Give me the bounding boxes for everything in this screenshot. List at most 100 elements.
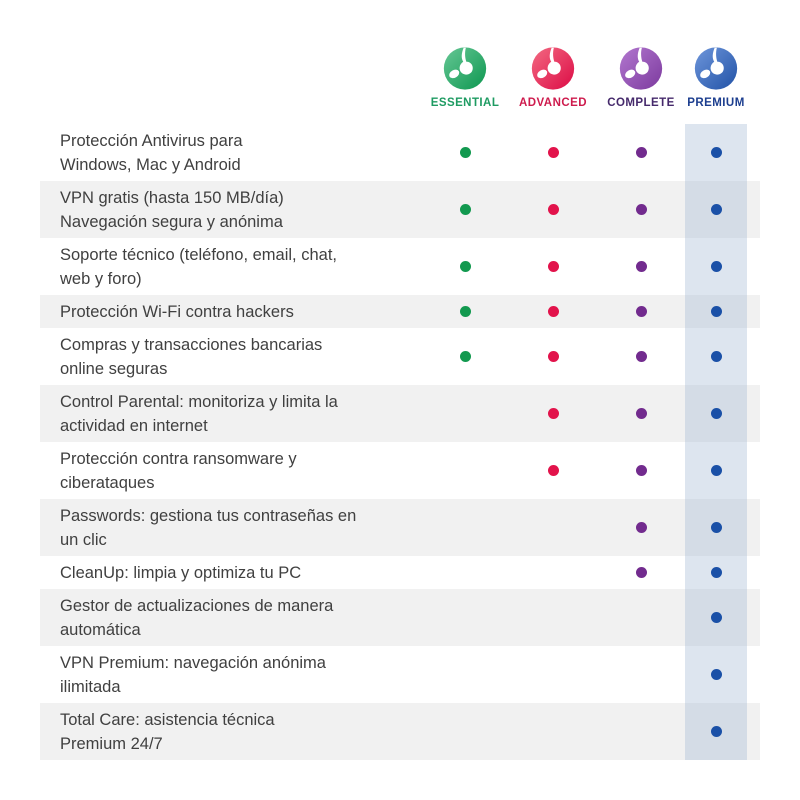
feature-row: VPN Premium: navegación anónima ilimitada [40,646,760,703]
feature-row: Passwords: gestiona tus contraseñas en un… [40,499,760,556]
included-dot [710,261,722,272]
row-edge-spacer [747,124,760,181]
feature-text-line: Soporte técnico (teléfono, email, chat, [60,246,337,264]
plan-column-complete: COMPLETE [597,46,685,109]
feature-text-line: Total Care: asistencia técnica [60,711,275,729]
feature-row: Soporte técnico (teléfono, email, chat, w… [40,238,760,295]
included-dot [635,261,647,272]
premium-cell [685,124,747,181]
essential-cell [421,238,509,295]
plans-header: ESSENTIAL ADVANCED COMPLETE PREMIUM [40,46,760,109]
feature-label: VPN gratis (hasta 150 MB/día) Navegación … [40,181,421,238]
feature-table: Protección Antivirus para Windows, Mac y … [40,124,760,760]
feature-text-line: Compras y transacciones bancarias [60,336,323,354]
plan-name-label: PREMIUM [687,97,745,109]
included-dot [710,726,722,737]
included-dot [710,612,722,623]
complete-cell [597,238,685,295]
feature-text-line: ciberataques [60,474,155,492]
feature-row: Compras y transacciones bancarias online … [40,328,760,385]
included-dot [635,408,647,419]
complete-cell [597,442,685,499]
included-dot [547,465,559,476]
included-dot [635,465,647,476]
feature-label: Compras y transacciones bancarias online … [40,328,421,385]
included-dot [710,204,722,215]
essential-cell [421,646,509,703]
feature-row: Protección contra ransomware y ciberataqu… [40,442,760,499]
feature-text-line: online seguras [60,360,168,378]
premium-cell [685,499,747,556]
plan-column-advanced: ADVANCED [509,46,597,109]
included-dot [635,306,647,317]
feature-row: Gestor de actualizaciones de manera autom… [40,589,760,646]
complete-cell [597,385,685,442]
feature-text-line: Passwords: gestiona tus contraseñas en [60,507,357,525]
included-dot [710,669,722,680]
complete-cell [597,328,685,385]
advanced-cell [509,556,597,589]
included-dot [710,465,722,476]
feature-text-line: un clic [60,531,107,549]
row-edge-spacer [747,181,760,238]
included-dot [547,204,559,215]
feature-row: Protección Wi-Fi contra hackers [40,295,760,328]
premium-cell [685,589,747,646]
advanced-cell [509,181,597,238]
included-dot [547,147,559,158]
premium-cell [685,442,747,499]
feature-label: Protección Wi-Fi contra hackers [40,295,421,328]
essential-cell [421,556,509,589]
essential-cell [421,703,509,760]
plan-column-essential: ESSENTIAL [421,46,509,109]
advanced-cell [509,124,597,181]
included-dot [459,306,471,317]
panda-logo-icon [442,46,488,91]
feature-label: Protección Antivirus para Windows, Mac y … [40,124,421,181]
included-dot [635,522,647,533]
feature-text-line: CleanUp: limpia y optimiza tu PC [60,564,302,582]
feature-text-line: VPN gratis (hasta 150 MB/día) [60,189,284,207]
essential-cell [421,124,509,181]
included-dot [547,351,559,362]
plan-name-label: ESSENTIAL [430,97,500,109]
row-edge-spacer [747,703,760,760]
feature-label: Soporte técnico (teléfono, email, chat, w… [40,238,421,295]
feature-label: Passwords: gestiona tus contraseñas en un… [40,499,421,556]
feature-label: Protección contra ransomware y ciberataqu… [40,442,421,499]
essential-cell [421,442,509,499]
complete-cell [597,556,685,589]
included-dot [459,351,471,362]
included-dot [635,204,647,215]
included-dot [459,204,471,215]
feature-text-line: Protección Antivirus para [60,132,243,150]
feature-row: Total Care: asistencia técnica Premium 24… [40,703,760,760]
included-dot [710,351,722,362]
complete-cell [597,295,685,328]
row-edge-spacer [747,646,760,703]
feature-label: Gestor de actualizaciones de manera autom… [40,589,421,646]
plan-name-label: COMPLETE [607,97,675,109]
row-edge-spacer [747,328,760,385]
row-edge-spacer [747,295,760,328]
row-edge-spacer [747,238,760,295]
included-dot [635,351,647,362]
feature-row: Control Parental: monitoriza y limita la… [40,385,760,442]
premium-cell [685,385,747,442]
included-dot [547,306,559,317]
advanced-cell [509,238,597,295]
feature-label: Total Care: asistencia técnica Premium 24… [40,703,421,760]
feature-text-line: ilimitada [60,678,121,696]
complete-cell [597,181,685,238]
feature-text-line: actividad en internet [60,417,208,435]
essential-cell [421,328,509,385]
row-edge-spacer [747,556,760,589]
premium-cell [685,703,747,760]
included-dot [635,567,647,578]
included-dot [710,567,722,578]
feature-label: VPN Premium: navegación anónima ilimitada [40,646,421,703]
complete-cell [597,124,685,181]
feature-text-line: web y foro) [60,270,142,288]
panda-logo-icon [530,46,576,91]
row-edge-spacer [747,442,760,499]
